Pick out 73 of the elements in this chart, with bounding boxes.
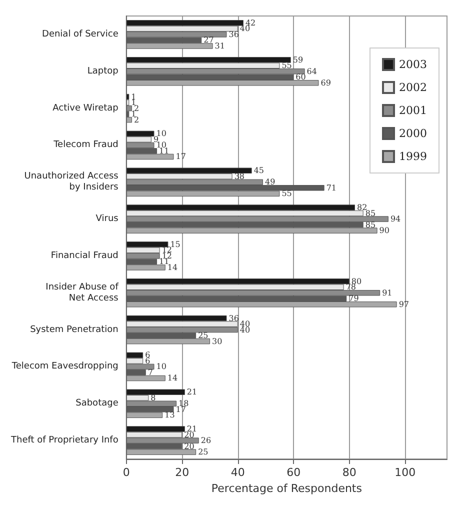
data-label: 9 <box>153 134 159 144</box>
y-tick-label: Financial Fraud <box>50 250 118 261</box>
y-tick-label: Telecom Fraud <box>52 140 118 150</box>
data-label: 55 <box>282 61 292 70</box>
data-label: 13 <box>164 410 175 420</box>
data-label: 20 <box>184 430 194 440</box>
y-tick-label: Unauthorized Access by Insiders <box>24 172 119 193</box>
data-label: 20 <box>184 442 194 451</box>
data-label: 17 <box>176 152 186 162</box>
legend-label: 2001 <box>399 104 428 117</box>
data-label: 25 <box>198 448 208 457</box>
y-tick-label: System Penetration <box>30 324 118 335</box>
y-tick-label: Denial of Service <box>42 29 119 40</box>
x-tick-label: 100 <box>394 466 416 479</box>
data-label: 10 <box>156 362 166 372</box>
data-label: 8 <box>150 393 156 402</box>
data-label: 2 <box>134 115 140 124</box>
x-tick-label: 0 <box>122 466 130 479</box>
data-label: 64 <box>306 66 317 76</box>
data-label: 85 <box>365 208 376 218</box>
y-tick-label: Telecom Eavesdropping <box>10 362 118 372</box>
data-label: 1 <box>131 92 136 102</box>
data-label: 45 <box>254 166 264 176</box>
y-tick-label: Theft of Proprietary Info <box>10 436 119 446</box>
x-tick-label: 20 <box>175 466 190 479</box>
y-tick-label: Laptop <box>87 66 119 76</box>
data-label: 15 <box>170 240 180 249</box>
x-axis-title: Percentage of Respondents <box>211 482 362 495</box>
data-label: 59 <box>292 55 304 64</box>
data-label: 17 <box>176 404 186 414</box>
y-tick-label: Insider Abuse of Net Access <box>46 282 120 304</box>
data-label: 1 <box>131 110 136 119</box>
data-label: 90 <box>379 226 390 236</box>
legend-label: 2003 <box>399 58 428 71</box>
data-label: 91 <box>382 288 392 298</box>
data-label: 7 <box>148 368 153 377</box>
legend-label: 2002 <box>399 81 428 94</box>
data-label: 21 <box>186 388 198 397</box>
data-label: 26 <box>200 436 212 446</box>
data-label: 36 <box>228 30 239 39</box>
y-tick-label: Sabotage <box>76 398 119 409</box>
data-label: 94 <box>390 214 401 224</box>
y-tick-label: Virus <box>96 214 119 224</box>
data-label: 14 <box>167 374 178 383</box>
data-label: 6 <box>145 356 150 366</box>
x-tick-label: 80 <box>342 466 356 479</box>
data-label: 40 <box>240 325 250 334</box>
data-label: 2 <box>134 104 140 113</box>
legend-label: 2000 <box>399 127 428 140</box>
x-tick-label: 40 <box>230 466 245 479</box>
data-label: 60 <box>296 72 306 82</box>
data-label: 85 <box>365 220 376 230</box>
data-label: 14 <box>167 262 178 272</box>
data-label: 79 <box>348 294 359 304</box>
data-label: 82 <box>356 203 368 212</box>
data-label: 97 <box>398 300 409 309</box>
data-label: 10 <box>156 129 166 138</box>
data-label: 49 <box>264 178 276 187</box>
data-label: 31 <box>214 41 225 50</box>
legend-label: 1999 <box>399 150 428 163</box>
data-label: 11 <box>159 257 170 266</box>
data-label: 36 <box>228 314 239 323</box>
data-label: 69 <box>320 78 331 88</box>
data-label: 30 <box>212 336 222 346</box>
x-tick-label: 60 <box>286 466 301 479</box>
data-label: 40 <box>240 24 250 34</box>
data-label: 11 <box>159 146 170 156</box>
data-label: 55 <box>282 189 292 198</box>
data-label: 71 <box>326 183 337 192</box>
data-label: 38 <box>234 172 245 181</box>
y-tick-label: Active Wiretap <box>52 103 119 114</box>
data-label: 27 <box>204 36 214 45</box>
data-label: 25 <box>198 331 208 340</box>
